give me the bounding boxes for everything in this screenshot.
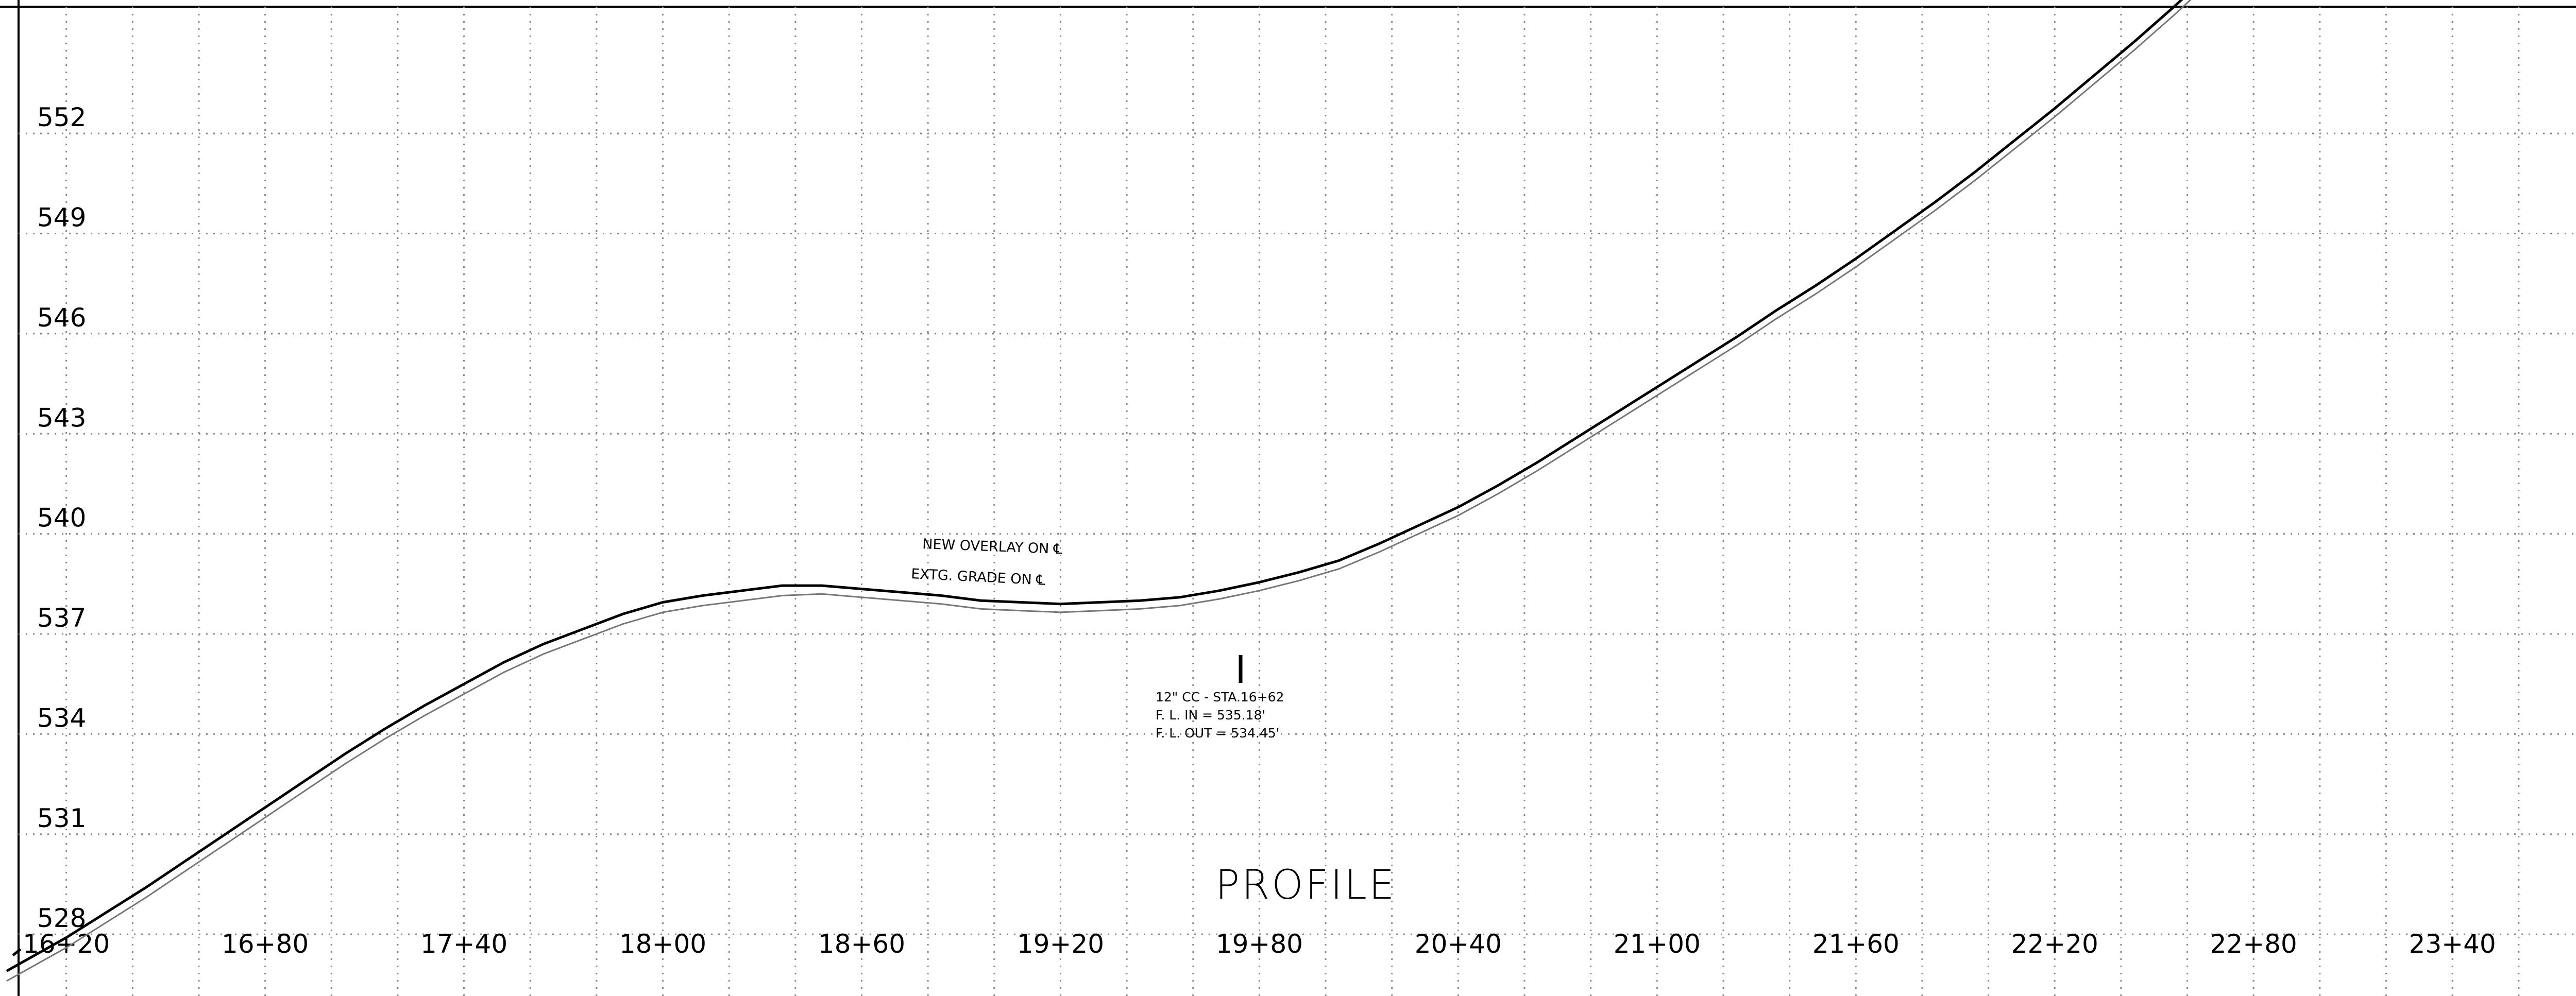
station-labels: 16+20 16+80 17+40 18+00 18+60 19+20 19+80 20+40… — [23, 929, 2496, 959]
elevation-label: 552 — [37, 102, 86, 132]
elevation-label: 543 — [37, 403, 86, 433]
station-label: 18+60 — [818, 929, 905, 959]
elevation-label: 546 — [37, 303, 86, 333]
profile-lines — [6, 0, 2192, 982]
existing-grade-line — [6, 0, 2192, 982]
culvert-callout: 12" CC - STA.16+62 F. L. IN = 535.18' F.… — [1156, 655, 1284, 741]
elevation-labels: 552 549 546 543 540 537 534 531 528 — [37, 102, 86, 933]
culvert-note-line-1: 12" CC - STA.16+62 — [1156, 690, 1284, 705]
station-label: 23+40 — [2409, 929, 2496, 959]
station-label: 22+80 — [2210, 929, 2297, 959]
culvert-note-line-3: F. L. OUT = 534.45' — [1156, 726, 1280, 741]
station-label: 18+00 — [619, 929, 706, 959]
profile-title: PROFILE — [1215, 862, 1396, 908]
frame-corner-tick — [12, 948, 22, 956]
station-label: 22+20 — [2011, 929, 2098, 959]
new-overlay-line — [6, 0, 2183, 972]
elevation-label: 540 — [37, 503, 86, 533]
profile-grid — [19, 7, 2576, 996]
station-label: 21+00 — [1614, 929, 1701, 959]
station-label: 17+40 — [420, 929, 507, 959]
station-label: 19+20 — [1017, 929, 1104, 959]
elevation-label: 549 — [37, 203, 86, 233]
elevation-label: 528 — [37, 903, 86, 933]
elevation-label: 534 — [37, 703, 86, 733]
station-label: 20+40 — [1415, 929, 1502, 959]
elevation-label: 537 — [37, 603, 86, 633]
culvert-note-line-2: F. L. IN = 535.18' — [1156, 708, 1265, 723]
station-label: 19+80 — [1216, 929, 1303, 959]
elevation-label: 531 — [37, 803, 86, 833]
station-label: 16+80 — [222, 929, 309, 959]
station-label: 21+60 — [1812, 929, 1900, 959]
